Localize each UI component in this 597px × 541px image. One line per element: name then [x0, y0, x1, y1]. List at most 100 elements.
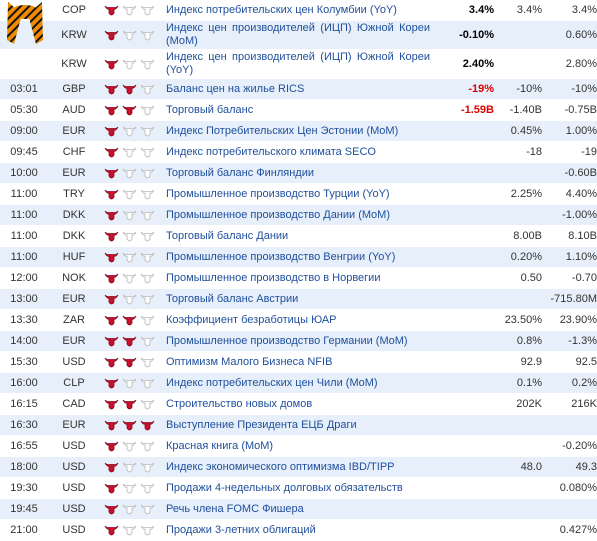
- previous-cell: 92.5: [575, 356, 597, 368]
- bull-icon: [140, 399, 155, 409]
- bull-icon: [104, 420, 119, 430]
- event-cell: Выступление Президента ЕЦБ Драги: [166, 418, 357, 431]
- previous-cell: 4.40%: [565, 188, 597, 200]
- forecast-cell: 0.50: [520, 272, 542, 284]
- bull-icon: [122, 105, 137, 115]
- previous-cell: -0.60B: [564, 167, 597, 179]
- time-cell: 13:30: [10, 314, 38, 326]
- importance-cell: [100, 419, 162, 432]
- previous-cell: 0.427%: [559, 524, 597, 536]
- forecast-cell: 2.25%: [510, 188, 542, 200]
- event-cell: Коэффициент безработицы ЮАР: [166, 313, 337, 326]
- time-cell: 11:00: [10, 188, 38, 200]
- bull-icon: [104, 399, 119, 409]
- forecast-cell: 0.20%: [510, 251, 542, 263]
- event-cell: Индекс экономического оптимизма IBD/TIPP: [166, 460, 395, 473]
- previous-cell: -715.80M: [550, 293, 597, 305]
- currency-cell: AUD: [62, 104, 86, 116]
- bull-icon: [140, 30, 155, 40]
- event-cell: Торговый баланс Дании: [166, 229, 289, 242]
- previous-cell: 1.10%: [565, 251, 597, 263]
- previous-cell: 3.4%: [571, 4, 597, 16]
- table-row: 16:15 CAD Строительство новых домов 202K 216…: [0, 394, 597, 415]
- event-cell: Промышленное производство Германии (MoM): [166, 334, 408, 347]
- table-row: KRW Индекс цен производителей (ИЦП) Южной…: [0, 50, 597, 79]
- table-row: 11:00 DKK Промышленное производство Дании …: [0, 205, 597, 226]
- currency-cell: EUR: [62, 419, 86, 431]
- currency-cell: EUR: [62, 125, 86, 137]
- bull-icon: [104, 147, 119, 157]
- importance-cell: [100, 4, 162, 17]
- bull-icon: [122, 5, 137, 15]
- currency-cell: EUR: [62, 293, 86, 305]
- bull-icon: [122, 189, 137, 199]
- previous-cell: 1.00%: [565, 125, 597, 137]
- forecast-cell: -1.40B: [509, 104, 542, 116]
- previous-cell: -0.70: [571, 272, 597, 284]
- bull-icon: [140, 504, 155, 514]
- currency-cell: EUR: [62, 167, 86, 179]
- table-row: 05:30 AUD Торговый баланс -1.59B -1.40B -0.75…: [0, 100, 597, 121]
- event-cell: Индекс цен производителей (ИЦП) Южной Ко…: [166, 51, 430, 76]
- event-cell: Торговый баланс Австрии: [166, 292, 299, 305]
- previous-cell: -1.00%: [562, 209, 597, 221]
- bull-icon: [140, 420, 155, 430]
- currency-cell: KRW: [61, 29, 87, 41]
- previous-cell: 49.3: [575, 461, 597, 473]
- importance-cell: [100, 440, 162, 453]
- event-cell: Продажи 3-летних облигаций: [166, 523, 316, 536]
- importance-cell: [100, 314, 162, 327]
- time-cell: 16:55: [10, 440, 38, 452]
- bull-icon: [104, 357, 119, 367]
- forecast-cell: 23.50%: [504, 314, 542, 326]
- importance-cell: [100, 293, 162, 306]
- ribbon-icon: [7, 2, 43, 44]
- importance-cell: [100, 524, 162, 537]
- bull-icon: [104, 294, 119, 304]
- forecast-cell: 3.4%: [516, 4, 542, 16]
- importance-cell: [100, 503, 162, 516]
- forecast-cell: 8.00B: [513, 230, 542, 242]
- previous-cell: -0.75B: [564, 104, 597, 116]
- bull-icon: [122, 462, 137, 472]
- bull-icon: [122, 168, 137, 178]
- importance-cell: [100, 356, 162, 369]
- bull-icon: [104, 168, 119, 178]
- bull-icon: [122, 84, 137, 94]
- bull-icon: [140, 273, 155, 283]
- bull-icon: [104, 126, 119, 136]
- event-cell: Торговый баланс Финляндии: [166, 166, 315, 179]
- currency-cell: USD: [62, 482, 86, 494]
- forecast-cell: 48.0: [520, 461, 542, 473]
- event-cell: Промышленное производство Турции (YoY): [166, 187, 390, 200]
- event-cell: Торговый баланс: [166, 103, 254, 116]
- table-row: 11:00 HUF Промышленное производство Венгри…: [0, 247, 597, 268]
- currency-cell: NOK: [62, 272, 86, 284]
- table-row: 16:00 CLP Индекс потребительских цен Чили …: [0, 373, 597, 394]
- previous-cell: 0.60%: [565, 29, 597, 41]
- time-cell: 21:00: [10, 524, 38, 536]
- table-row: 11:00 DKK Торговый баланс Дании 8.00B 8.10B: [0, 226, 597, 247]
- importance-cell: [100, 272, 162, 285]
- importance-cell: [100, 377, 162, 390]
- bull-icon: [104, 189, 119, 199]
- time-cell: 10:00: [10, 167, 38, 179]
- importance-cell: [100, 461, 162, 474]
- table-row: 19:45 USD Речь члена FOMC Фишера: [0, 499, 597, 520]
- importance-cell: [100, 188, 162, 201]
- importance-cell: [100, 83, 162, 96]
- bull-icon: [140, 483, 155, 493]
- time-cell: 16:15: [10, 398, 38, 410]
- table-row: 18:00 USD Индекс экономического оптимизма …: [0, 457, 597, 478]
- bull-icon: [140, 294, 155, 304]
- bull-icon: [104, 105, 119, 115]
- time-cell: 05:30: [10, 104, 38, 116]
- currency-cell: ZAR: [63, 314, 85, 326]
- bull-icon: [140, 462, 155, 472]
- currency-cell: USD: [62, 503, 86, 515]
- currency-cell: USD: [62, 461, 86, 473]
- previous-cell: 216K: [571, 398, 597, 410]
- importance-cell: [100, 230, 162, 243]
- previous-cell: 23.90%: [559, 314, 597, 326]
- importance-cell: [100, 398, 162, 411]
